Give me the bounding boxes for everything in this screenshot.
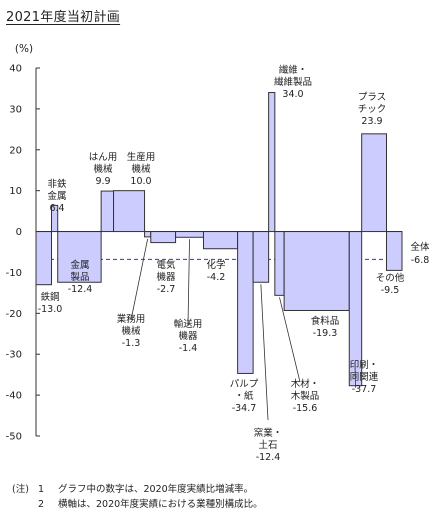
note-number: 2 <box>38 499 45 510</box>
value-label: -12.4 <box>68 284 93 295</box>
bar <box>283 231 350 311</box>
category-label: パルプ <box>230 379 259 390</box>
y-tick-label: 40 <box>9 64 22 75</box>
category-label: 機械 <box>93 163 113 175</box>
bar <box>268 92 276 233</box>
note-prefix <box>12 497 38 512</box>
value-label: -15.6 <box>293 403 318 414</box>
footnotes: (注) 1 グラフ中の数字は、2020年度実績比増減率。 2 横軸は、2020年… <box>12 482 263 512</box>
value-label: -12.4 <box>256 452 281 463</box>
bar <box>150 231 177 244</box>
category-label: 電気 <box>156 259 176 271</box>
y-tick-label: -20 <box>6 309 22 320</box>
value-label: 9.9 <box>95 176 110 187</box>
value-label: -9.5 <box>381 285 400 296</box>
category-label: 生産用 <box>127 151 156 163</box>
bar <box>100 190 115 233</box>
value-label: 34.0 <box>282 89 303 100</box>
bar <box>35 231 53 286</box>
value-label: -1.4 <box>179 343 198 354</box>
bar <box>144 231 152 238</box>
category-label: 鉄鋼 <box>40 291 59 303</box>
bar <box>274 231 285 296</box>
y-tick-label: 30 <box>9 104 22 115</box>
category-label: 金属 <box>70 259 89 271</box>
y-tick-label: 20 <box>9 145 22 156</box>
value-label: 23.9 <box>361 116 382 127</box>
category-label: 製品 <box>70 271 89 283</box>
category-label: 印刷・ <box>350 359 379 371</box>
category-label: 繊維・ <box>279 64 308 76</box>
category-label: はん用 <box>89 152 118 163</box>
category-label: 木材・ <box>291 378 320 390</box>
category-label: 機械 <box>131 163 151 175</box>
bar <box>113 190 146 233</box>
bar <box>361 133 387 233</box>
bar <box>252 231 270 283</box>
leader-line <box>130 238 149 321</box>
note-number: 1 <box>38 484 45 495</box>
footnote-2: 2 横軸は、2020年度実績における業種別構成比。 <box>12 497 263 512</box>
value-label: -13.0 <box>38 304 63 315</box>
value-label: -2.7 <box>157 284 176 295</box>
leader-line <box>260 284 269 421</box>
category-label: 食料品 <box>311 315 340 327</box>
reference-line-label: 全体 <box>410 241 430 253</box>
category-label: 機械 <box>121 325 141 337</box>
category-label: 化学 <box>206 259 225 271</box>
bars-group <box>35 92 403 387</box>
category-label: 窯業・ <box>254 427 283 439</box>
y-tick-label: 0 <box>16 227 22 238</box>
bar <box>175 231 204 238</box>
value-label: -1.3 <box>122 338 141 349</box>
y-axis-label: (%) <box>15 43 33 55</box>
category-label: その他 <box>376 272 405 284</box>
value-label: -4.2 <box>207 272 226 283</box>
value-label: -34.7 <box>232 403 257 414</box>
y-tick-label: -40 <box>6 391 22 402</box>
note-text: 横軸は、2020年度実績における業種別構成比。 <box>58 499 263 510</box>
value-label: 6.4 <box>49 203 64 214</box>
chart-title: 2021年度当初計画 <box>6 10 121 25</box>
bar <box>57 231 102 283</box>
category-label: プラス <box>358 92 386 103</box>
y-tick-label: -10 <box>6 268 22 279</box>
category-label: 非鉄 <box>47 178 67 190</box>
category-label: 繊維製品 <box>274 76 312 88</box>
bar-labels-group: 鉄鋼-13.0非鉄金属6.4金属製品-12.4はん用機械9.9生産用機械10.0… <box>38 64 430 463</box>
y-tick-label: -30 <box>6 350 22 361</box>
category-label: チック <box>358 104 387 115</box>
bar <box>385 231 403 271</box>
value-label: -19.3 <box>313 328 338 339</box>
note-text: グラフ中の数字は、2020年度実績比増減率。 <box>58 484 254 495</box>
category-label: 同関連 <box>350 371 379 383</box>
category-label: ・紙 <box>234 390 254 402</box>
bar <box>51 204 59 233</box>
bar <box>202 231 239 250</box>
leader-line <box>187 239 190 326</box>
footnote-1: (注) 1 グラフ中の数字は、2020年度実績比増減率。 <box>12 482 263 497</box>
note-prefix: (注) <box>12 484 29 495</box>
bar <box>237 231 254 374</box>
category-label: 土石 <box>258 439 277 451</box>
y-tick-label: 10 <box>9 186 22 197</box>
category-label: 金属 <box>47 190 66 202</box>
y-tick-label: -50 <box>6 432 22 443</box>
category-label: 機器 <box>178 330 198 342</box>
reference-line-value: -6.8 <box>411 255 430 266</box>
category-label: 木製品 <box>291 390 320 402</box>
category-label: 機器 <box>156 271 176 283</box>
leader-line <box>279 297 301 383</box>
value-label: 10.0 <box>130 176 151 187</box>
value-label: -37.7 <box>352 384 377 395</box>
